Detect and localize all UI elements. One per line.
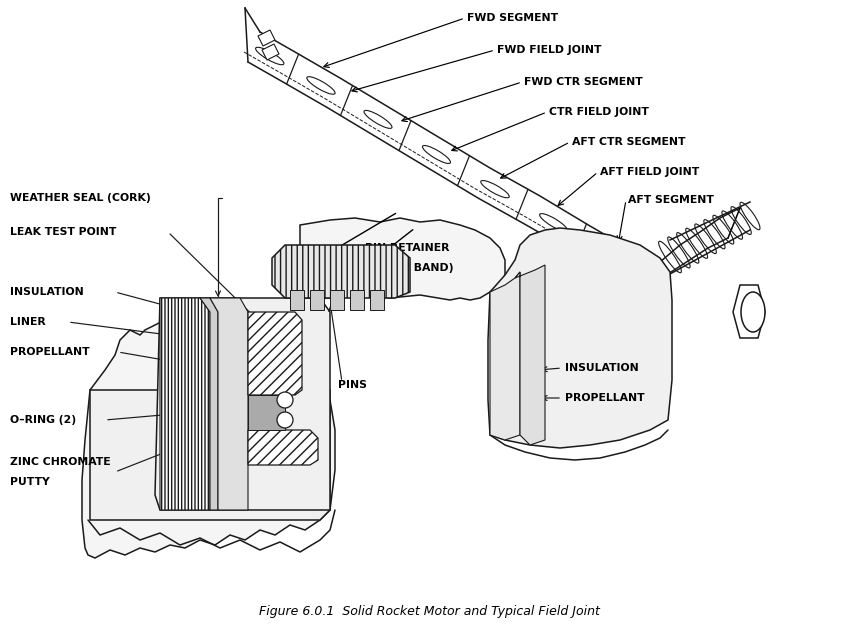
Text: FWD SEGMENT: FWD SEGMENT <box>467 13 558 23</box>
Text: PINS: PINS <box>338 380 367 390</box>
Text: PUTTY: PUTTY <box>10 477 50 487</box>
Polygon shape <box>635 252 660 290</box>
Polygon shape <box>248 312 302 395</box>
Polygon shape <box>200 298 218 510</box>
Polygon shape <box>733 285 765 338</box>
Polygon shape <box>272 245 410 298</box>
Text: CTR FIELD JOINT: CTR FIELD JOINT <box>549 107 649 117</box>
Polygon shape <box>160 298 210 510</box>
Polygon shape <box>330 290 344 310</box>
Polygon shape <box>290 290 304 310</box>
Text: LINER: LINER <box>10 317 45 327</box>
Polygon shape <box>258 30 275 46</box>
Ellipse shape <box>741 292 765 332</box>
Text: (METAL BAND): (METAL BAND) <box>365 263 454 273</box>
Text: LEAK TEST POINT: LEAK TEST POINT <box>10 227 117 237</box>
Text: Figure 6.0.1  Solid Rocket Motor and Typical Field Joint: Figure 6.0.1 Solid Rocket Motor and Typi… <box>258 605 600 619</box>
Text: AFT CTR SEGMENT: AFT CTR SEGMENT <box>572 137 686 147</box>
Circle shape <box>277 392 293 408</box>
Text: AFT FIELD JOINT: AFT FIELD JOINT <box>600 167 699 177</box>
Text: O–RING (2): O–RING (2) <box>10 415 76 425</box>
Polygon shape <box>488 228 672 448</box>
Text: AFT SEGMENT: AFT SEGMENT <box>628 195 714 205</box>
Polygon shape <box>90 390 330 520</box>
Circle shape <box>277 412 293 428</box>
Text: INSULATION: INSULATION <box>565 363 638 373</box>
Polygon shape <box>262 44 279 60</box>
Text: INSULATION: INSULATION <box>10 287 84 297</box>
Text: FWD FIELD JOINT: FWD FIELD JOINT <box>497 45 601 55</box>
Polygon shape <box>155 298 330 510</box>
Text: PIN RETAINER: PIN RETAINER <box>365 243 450 253</box>
Polygon shape <box>82 318 335 558</box>
Text: PROPELLANT: PROPELLANT <box>565 393 644 403</box>
Text: ZINC CHROMATE: ZINC CHROMATE <box>10 457 111 467</box>
Polygon shape <box>210 298 248 510</box>
Polygon shape <box>370 290 384 310</box>
Polygon shape <box>248 430 318 465</box>
Polygon shape <box>310 290 324 310</box>
Text: FWD CTR SEGMENT: FWD CTR SEGMENT <box>524 77 643 87</box>
Text: PROPELLANT: PROPELLANT <box>10 347 89 357</box>
Polygon shape <box>490 272 520 440</box>
Polygon shape <box>350 290 364 310</box>
Polygon shape <box>300 218 505 300</box>
Text: WEATHER SEAL (CORK): WEATHER SEAL (CORK) <box>10 193 151 203</box>
Polygon shape <box>248 395 285 430</box>
Polygon shape <box>515 265 545 445</box>
